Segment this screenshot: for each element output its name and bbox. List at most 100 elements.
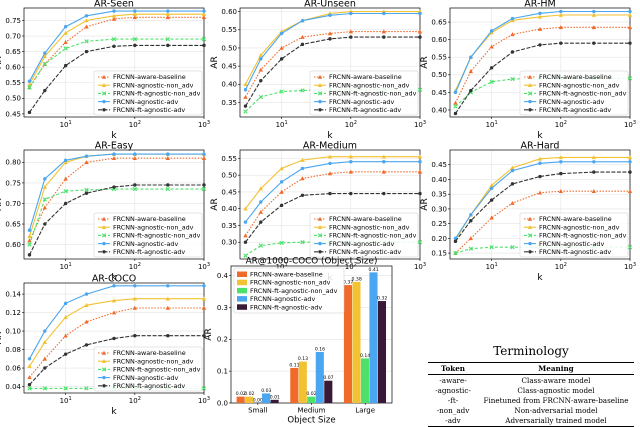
data-point (165, 36, 171, 42)
data-point (489, 186, 494, 190)
data-point (166, 43, 170, 48)
legend-entry: FRCNN-ft-agnostic-adv (539, 106, 611, 114)
y-tick-label: 0.55 (221, 155, 237, 163)
legend-entry: FRCNN-ft-agnostic-non_adv (329, 90, 417, 98)
chart-title: AR-Seen (94, 0, 134, 10)
data-point (132, 305, 138, 310)
data-point (165, 156, 171, 161)
data-point (453, 90, 458, 95)
ar-hm-chart: 0.40 0.45 0.50 0.55 0.60 0.65 101 102 103 AR-HM k A… (420, 0, 636, 141)
data-point (510, 182, 515, 186)
data-point (101, 83, 107, 87)
x-axis-label: k (111, 407, 117, 417)
data-point (258, 243, 264, 248)
legend-entry: FRCNN-ft-agnostic-adv (329, 248, 401, 256)
data-point (628, 41, 632, 45)
legend-entry: FRCNN-ft-agnostic-non_adv (539, 90, 627, 98)
data-point (63, 160, 68, 165)
data-point (591, 155, 597, 160)
legend-box (233, 267, 345, 314)
data-point (63, 30, 68, 35)
data-point (133, 333, 137, 338)
data-point (559, 160, 563, 164)
data-point (489, 79, 494, 85)
data-point (279, 57, 284, 61)
data-point (489, 198, 494, 202)
y-tick-label: 0.70 (5, 200, 21, 208)
data-point (43, 51, 47, 55)
bar (236, 396, 245, 403)
x-tick-label: Small (248, 407, 267, 415)
data-point (63, 352, 68, 356)
data-point (243, 82, 248, 87)
data-point (510, 165, 515, 170)
data-point (84, 386, 89, 391)
data-point (558, 12, 564, 17)
legend-entry: FRCNN-ft-agnostic-non_adv (113, 366, 201, 374)
series-line (29, 157, 204, 241)
data-point (132, 296, 138, 301)
data-point (63, 315, 68, 320)
y-tick-label: 0.65 (5, 220, 21, 228)
data-point (489, 215, 494, 220)
x-tick-label: 101 (276, 262, 288, 271)
data-point (43, 88, 47, 93)
data-point (528, 241, 532, 246)
data-point (417, 169, 423, 174)
data-point (592, 170, 596, 174)
data-point (111, 36, 117, 42)
data-point (112, 152, 116, 156)
legend-box (93, 346, 203, 392)
x-tick-label: 102 (345, 120, 357, 129)
legend-entry: FRCNN-agnostic-adv (539, 240, 604, 248)
legend-box (519, 212, 629, 258)
token-cell: -ft- (447, 395, 459, 405)
data-point (243, 109, 248, 114)
data-point (43, 366, 47, 370)
bar (245, 396, 254, 403)
data-point (591, 25, 597, 30)
chart-title: AR-HM (524, 0, 555, 10)
data-point (453, 111, 458, 116)
data-point (527, 216, 533, 221)
data-point (84, 49, 89, 54)
x-axis-label: k (537, 273, 543, 283)
data-point (202, 284, 206, 288)
data-point (317, 216, 323, 221)
y-axis-label: AR (420, 56, 430, 68)
plot-frame (449, 149, 631, 260)
data-point (538, 174, 542, 179)
x-tick-label: 103 (624, 262, 636, 271)
legend-entry: FRCNN-aware-baseline (113, 215, 186, 223)
bar (377, 301, 387, 403)
data-point (527, 225, 533, 229)
y-tick-label: 0.75 (5, 179, 21, 187)
legend-swatch (237, 296, 247, 302)
data-point (243, 253, 248, 258)
data-point (27, 357, 32, 361)
legend-entry: FRCNN-agnostic-non_adv (250, 279, 331, 287)
y-tick-label: 0.0 (217, 399, 228, 407)
plot-frame (449, 7, 631, 118)
bar-data-label: 0.41 (369, 267, 379, 273)
series-line (29, 38, 204, 88)
data-point (469, 213, 473, 217)
meaning-cell: Class-agnostic model (517, 385, 595, 395)
data-point (27, 85, 32, 90)
legend-entry: FRCNN-ft-agnostic-adv (539, 248, 611, 256)
y-axis-label: AR (210, 198, 220, 210)
data-point (592, 9, 596, 14)
legend-box (93, 70, 203, 116)
data-point (627, 76, 633, 81)
data-point (27, 386, 32, 391)
data-point (42, 339, 48, 344)
x-tick-label: 102 (129, 262, 141, 271)
data-point (328, 13, 332, 17)
data-point (559, 9, 563, 14)
data-point (42, 54, 48, 59)
x-tick-label: Large (355, 407, 375, 415)
legend-entry: FRCNN-aware-baseline (329, 215, 402, 223)
data-point (279, 203, 284, 208)
data-point (84, 154, 89, 158)
y-tick-label: 0.45 (221, 63, 237, 71)
